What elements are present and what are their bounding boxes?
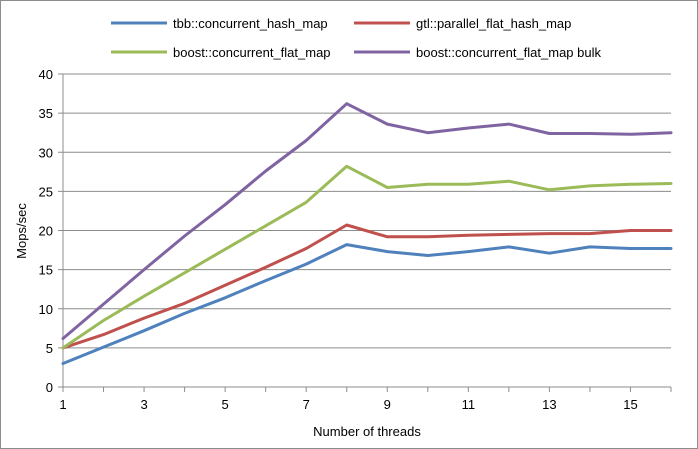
x-tick-label: 7 [303,397,310,412]
legend-label: tbb::concurrent_hash_map [173,16,328,31]
y-tick-label: 10 [39,302,53,317]
x-tick-label: 11 [462,397,476,412]
x-tick-label: 9 [384,397,391,412]
series-lines [61,102,673,365]
y-tick-label: 0 [46,380,53,395]
y-tick-label: 15 [39,263,53,278]
y-axis-title: Mops/sec [14,203,29,259]
series-line-2 [61,223,673,350]
series-line-1 [61,243,673,365]
gridlines [63,73,671,349]
axes [58,73,672,392]
y-tick-label: 35 [39,106,53,121]
y-tick-label: 5 [46,341,53,356]
x-tick-label: 1 [59,397,66,412]
x-axis-title: Number of threads [313,424,421,439]
legend-label: boost::concurrent_flat_map bulk [416,45,601,60]
x-tick-label: 3 [140,397,147,412]
x-tick-labels: 1 3 5 7 9 11 13 15 [59,397,637,412]
y-tick-label: 40 [39,67,53,82]
series-line-3 [61,164,673,350]
y-tick-label: 20 [39,224,53,239]
x-tick-label: 15 [623,397,637,412]
x-tick-label: 13 [542,397,556,412]
y-tick-label: 30 [39,145,53,160]
legend-label: gtl::parallel_flat_hash_map [416,16,571,31]
legend-label: boost::concurrent_flat_map [173,45,331,60]
y-tick-label: 25 [39,184,53,199]
y-tick-labels: 0 5 10 15 20 25 30 35 40 [39,67,53,395]
legend: tbb::concurrent_hash_map gtl::parallel_fl… [111,16,601,60]
series-line-4 [61,102,673,340]
x-tick-label: 5 [222,397,229,412]
